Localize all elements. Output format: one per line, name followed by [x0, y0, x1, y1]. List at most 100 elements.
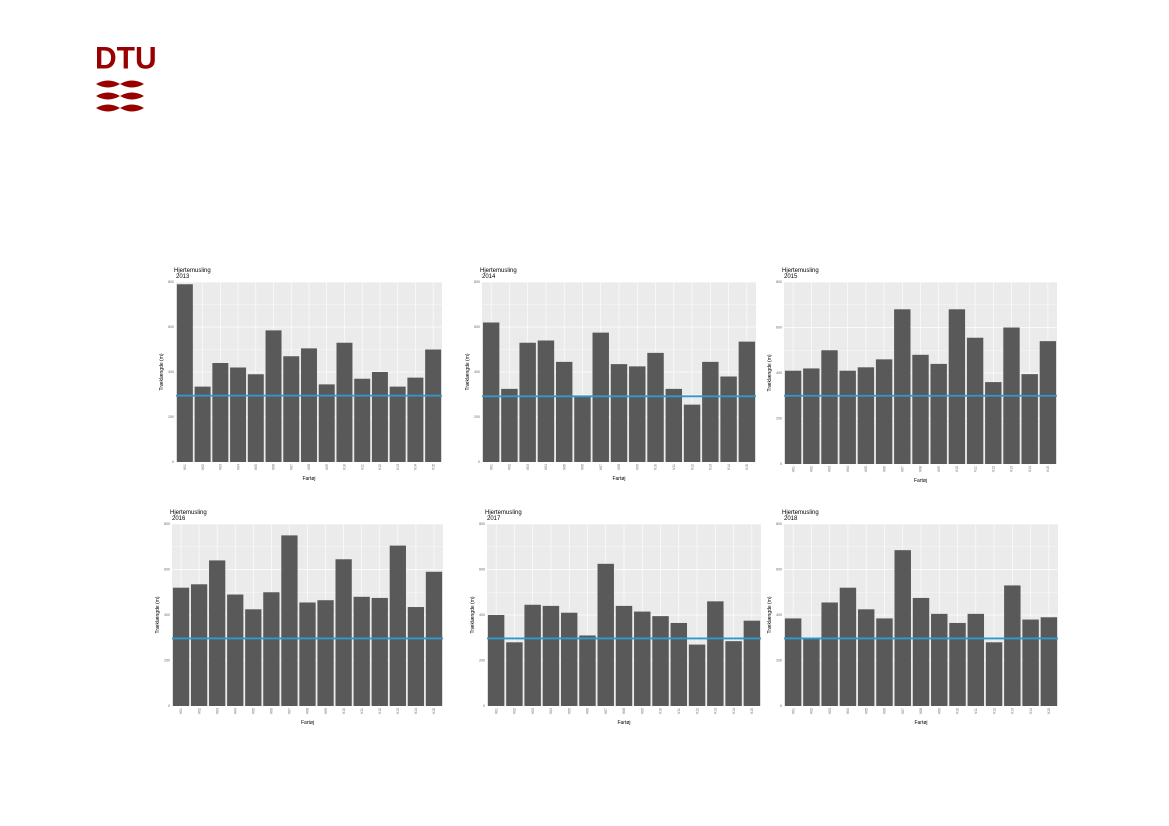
x-tick-label: V10 [342, 708, 346, 714]
x-tick-label: V08 [306, 708, 310, 714]
bar-V09 [930, 363, 947, 464]
y-axis-label: Træklængde (m) [767, 596, 773, 633]
bar-V09 [931, 613, 948, 706]
bar-V02 [506, 642, 523, 706]
x-tick-label: V09 [324, 708, 328, 714]
x-tick-label: V11 [974, 708, 978, 714]
x-tick-label: V10 [654, 464, 658, 470]
y-tick-label: 400 [479, 613, 485, 617]
bar-V08 [610, 364, 628, 462]
bar-V11 [353, 596, 370, 706]
x-tick-label: V01 [791, 708, 795, 714]
x-tick-label: V13 [396, 464, 400, 470]
x-tick-label: V12 [690, 464, 694, 470]
chart-title: Hjertemusling [170, 510, 207, 516]
bar-V14 [407, 607, 425, 706]
y-tick-label: 800 [479, 522, 485, 526]
bar-V13 [389, 545, 406, 706]
x-tick-label: V08 [617, 464, 621, 470]
bar-V10 [647, 352, 664, 462]
chart-subtitle: 2015 [784, 274, 798, 280]
x-tick-label: V08 [919, 466, 923, 472]
chart-panel-2018: Hjertemusling 2018 0 200 400 600 800 V01 V02 V03 V… [766, 506, 1059, 728]
x-axis-label: Fartøj [617, 720, 630, 726]
bar-V05 [560, 612, 578, 706]
chart-subtitle: 2017 [487, 516, 501, 522]
bar-V13 [702, 361, 719, 462]
bar-V13 [389, 386, 406, 462]
bar-V09 [629, 366, 646, 462]
x-tick-label: V04 [236, 464, 240, 470]
x-tick-label: V03 [828, 708, 832, 714]
bar-V15 [743, 620, 761, 706]
bar-V08 [615, 605, 633, 706]
y-tick-label: 600 [776, 568, 782, 572]
y-tick-label: 600 [164, 568, 170, 572]
x-axis-label: Fartøj [914, 478, 927, 484]
x-tick-label: V07 [599, 464, 603, 470]
bar-V10 [335, 559, 352, 706]
bar-V03 [821, 602, 838, 706]
x-tick-label: V04 [846, 466, 850, 472]
x-axis-label: Fartøj [301, 720, 314, 726]
x-tick-label: V12 [992, 708, 996, 714]
x-tick-label: V12 [378, 708, 382, 714]
x-tick-label: V02 [513, 708, 517, 714]
bar-V05 [245, 609, 262, 706]
bar-V04 [542, 605, 560, 706]
chart-panel-2016: Hjertemusling 2016 0 200 400 600 800 V01 V02 V03 V… [154, 506, 444, 728]
y-tick-label: 200 [776, 417, 782, 421]
x-tick-label: V08 [622, 708, 626, 714]
x-tick-label: V14 [1028, 466, 1032, 472]
x-tick-label: V04 [549, 708, 553, 714]
chart-panel-2014: Hjertemusling 2014 0 200 400 600 800 V01 V02 V03 V… [464, 264, 757, 484]
bar-V03 [209, 560, 226, 706]
bar-V04 [839, 370, 856, 464]
x-tick-label: V01 [791, 466, 795, 472]
x-tick-label: V02 [508, 464, 512, 470]
x-tick-label: V15 [1046, 466, 1050, 472]
x-tick-label: V01 [183, 464, 187, 470]
bar-V05 [247, 374, 264, 462]
bar-V10 [652, 616, 669, 706]
chart-subtitle: 2014 [482, 274, 496, 280]
bar-V04 [537, 340, 555, 462]
x-tick-label: V11 [973, 466, 977, 472]
y-tick-label: 600 [776, 326, 782, 330]
y-tick-label: 0 [780, 704, 782, 708]
y-tick-label: 400 [776, 371, 782, 375]
chart-title: Hjertemusling [782, 510, 819, 516]
x-tick-label: V10 [955, 466, 959, 472]
x-tick-label: V01 [494, 708, 498, 714]
x-tick-label: V05 [864, 466, 868, 472]
x-tick-label: V06 [586, 708, 590, 714]
y-tick-label: 800 [776, 280, 782, 284]
chart-title: Hjertemusling [174, 268, 211, 274]
bar-V02 [190, 584, 208, 706]
x-tick-label: V01 [489, 464, 493, 470]
x-tick-label: V13 [714, 708, 718, 714]
x-tick-label: V12 [378, 464, 382, 470]
y-tick-label: 400 [474, 370, 480, 374]
x-tick-label: V13 [709, 464, 713, 470]
y-tick-label: 0 [478, 460, 480, 464]
bar-V06 [579, 635, 596, 706]
x-tick-label: V11 [360, 708, 364, 714]
x-axis-label: Fartøj [302, 476, 315, 482]
chart-subtitle: 2018 [784, 516, 798, 522]
bar-V12 [985, 382, 1002, 464]
x-tick-label: V04 [233, 708, 237, 714]
bar-V15 [1039, 341, 1057, 464]
bar-V08 [912, 354, 929, 464]
y-tick-label: 600 [479, 568, 485, 572]
x-tick-label: V07 [901, 466, 905, 472]
x-tick-label: V15 [750, 708, 754, 714]
bar-V12 [985, 642, 1003, 706]
bar-V08 [301, 348, 317, 462]
dtu-logo: DTU [95, 43, 157, 118]
x-tick-label: V14 [727, 464, 731, 470]
y-tick-label: 600 [168, 325, 174, 329]
